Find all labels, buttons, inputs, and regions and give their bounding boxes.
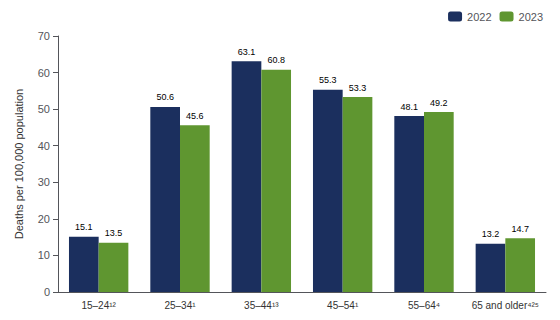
svg-text:65 and older⁴²⁵: 65 and older⁴²⁵	[472, 300, 539, 311]
svg-text:2023: 2023	[519, 11, 543, 23]
svg-text:50: 50	[38, 103, 50, 115]
svg-text:30: 30	[38, 176, 50, 188]
svg-text:48.1: 48.1	[400, 102, 418, 112]
svg-text:55–64⁴: 55–64⁴	[408, 300, 440, 311]
svg-text:25–34¹: 25–34¹	[164, 300, 196, 311]
svg-text:0: 0	[44, 286, 50, 298]
svg-text:50.6: 50.6	[156, 92, 174, 102]
svg-text:14.7: 14.7	[511, 224, 529, 234]
svg-text:49.2: 49.2	[430, 98, 448, 108]
svg-text:13.2: 13.2	[482, 229, 500, 239]
svg-text:2022: 2022	[467, 11, 491, 23]
svg-text:20: 20	[38, 213, 50, 225]
svg-text:55.3: 55.3	[319, 75, 337, 85]
svg-text:60: 60	[38, 67, 50, 79]
svg-text:35–44¹³: 35–44¹³	[244, 300, 279, 311]
svg-text:15–24¹²: 15–24¹²	[81, 300, 116, 311]
svg-text:53.3: 53.3	[349, 83, 367, 93]
svg-text:45–54¹: 45–54¹	[327, 300, 359, 311]
svg-text:15.1: 15.1	[75, 222, 93, 232]
svg-text:70: 70	[38, 30, 50, 42]
svg-text:40: 40	[38, 140, 50, 152]
svg-text:10: 10	[38, 249, 50, 261]
svg-text:Deaths per 100,000 population: Deaths per 100,000 population	[13, 89, 25, 239]
svg-text:63.1: 63.1	[238, 47, 256, 57]
svg-text:45.6: 45.6	[186, 111, 204, 121]
svg-text:60.8: 60.8	[267, 55, 285, 65]
svg-text:13.5: 13.5	[105, 228, 123, 238]
